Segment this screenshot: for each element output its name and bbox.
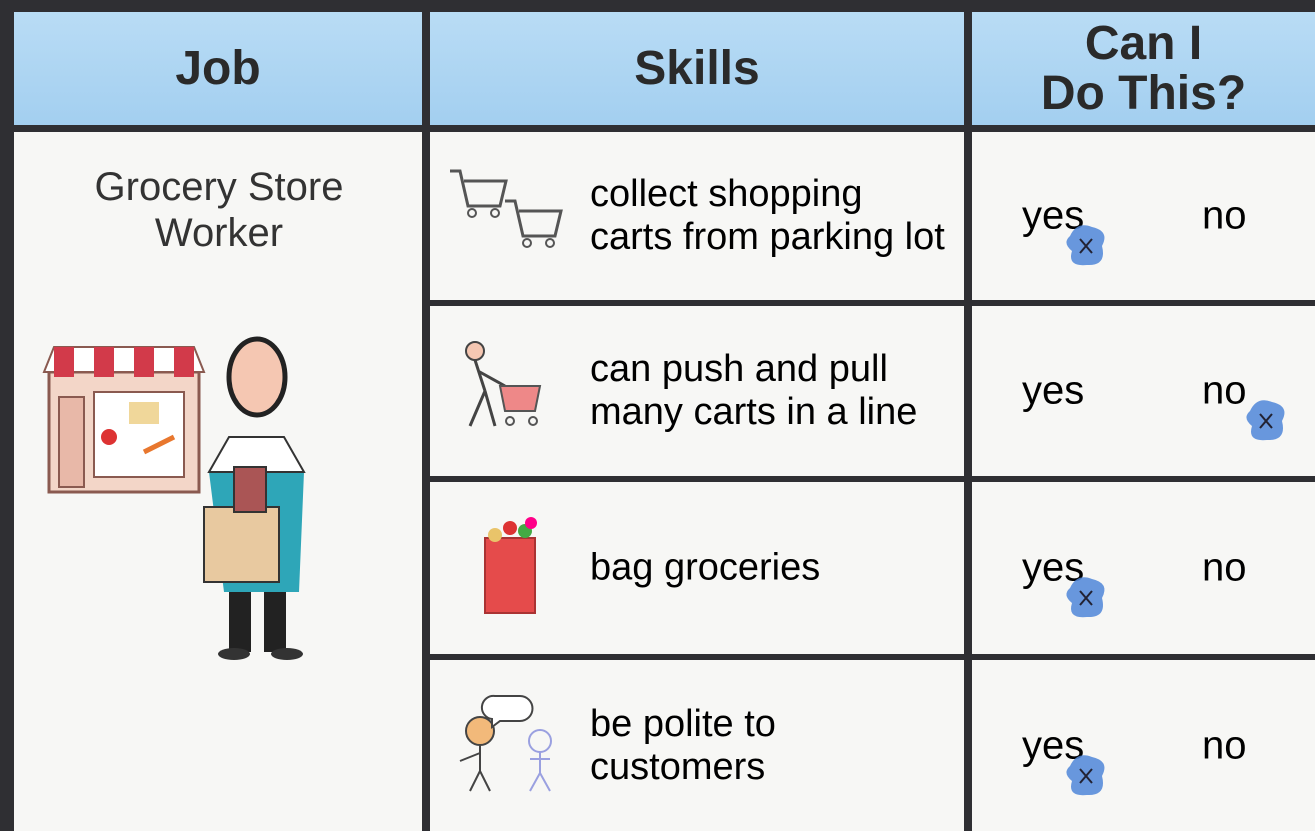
skill-cell: bag groceries (430, 482, 964, 654)
skill-icon (484, 517, 537, 614)
answer-cell: yes no (972, 660, 1315, 831)
answer-option: no (1202, 545, 1247, 590)
skill-text: bag groceries (590, 546, 821, 589)
skill-cell: be polite to customers (430, 660, 964, 831)
skill-icon (450, 169, 563, 248)
answer-mark (1062, 751, 1112, 806)
job-illustration (42, 336, 306, 660)
skill-icon (465, 341, 542, 427)
answer-option: yes (1022, 368, 1085, 413)
answer-cell: yes no (972, 482, 1315, 654)
job-cell: Grocery Store Worker (14, 132, 422, 831)
header-text: Do This? (1040, 66, 1247, 120)
skill-text: can push and pull many carts in a line (590, 348, 918, 433)
answer-mark (1062, 573, 1112, 628)
answer-cell: yes no (972, 132, 1315, 300)
answer-cell: yes no (972, 306, 1315, 476)
skill-cell: can push and pull many carts in a line (430, 306, 964, 476)
header-text: Job (175, 41, 261, 95)
answer-option: no (1202, 193, 1247, 238)
header-cell: Job (14, 12, 422, 125)
header-cell: Can I Do This? (972, 12, 1315, 125)
header-text: Skills (634, 41, 760, 95)
skill-text: be polite to customers (590, 702, 776, 788)
answer-mark (1062, 221, 1112, 276)
header-text: Can I (1084, 16, 1203, 70)
skill-icon (459, 694, 552, 791)
answer-mark (1242, 396, 1292, 451)
skill-cell: collect shopping carts from parking lot (430, 132, 964, 300)
skill-text: collect shopping carts from parking lot (590, 173, 945, 258)
header-cell: Skills (430, 12, 964, 125)
answer-option: no (1202, 723, 1247, 767)
answer-option: no (1202, 368, 1247, 413)
job-title: Grocery Store Worker (94, 165, 344, 255)
